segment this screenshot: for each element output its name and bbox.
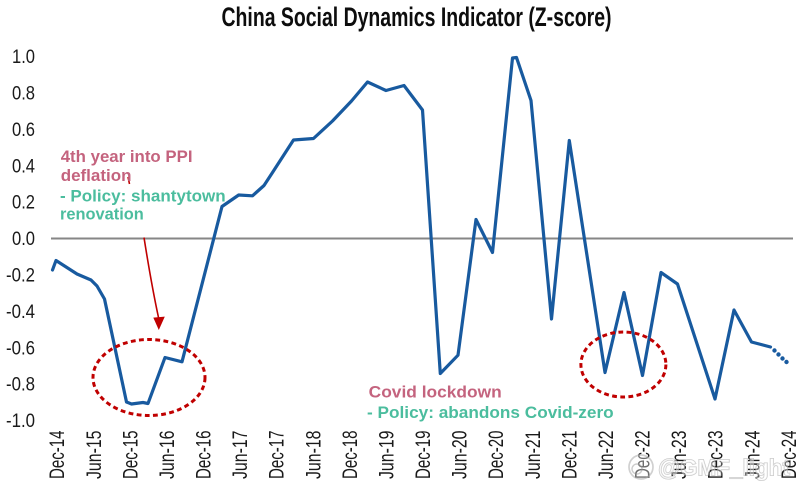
svg-text:0.0: 0.0 <box>12 228 35 250</box>
svg-text:China Social Dynamics Indicato: China Social Dynamics Indicator (Z-score… <box>222 2 612 32</box>
svg-text:Dec-24: Dec-24 <box>777 430 800 479</box>
svg-text:Dec-16: Dec-16 <box>192 431 216 480</box>
svg-text:Dec-14: Dec-14 <box>45 430 69 479</box>
svg-text:1.0: 1.0 <box>12 46 35 68</box>
svg-text:Jun-15: Jun-15 <box>82 431 106 480</box>
svg-text:0.2: 0.2 <box>12 192 35 214</box>
svg-text:Dec-21: Dec-21 <box>557 431 581 480</box>
svg-text:Dec-23: Dec-23 <box>704 431 728 480</box>
svg-text:Jun-17: Jun-17 <box>228 431 252 480</box>
svg-text:-1.0: -1.0 <box>6 410 35 432</box>
svg-text:- Policy: shantytown: - Policy: shantytown <box>60 186 226 205</box>
svg-text:Dec-18: Dec-18 <box>338 431 362 480</box>
svg-text:Jun-23: Jun-23 <box>667 431 691 480</box>
svg-text:deflation: deflation <box>61 166 132 185</box>
svg-text:-0.2: -0.2 <box>6 265 35 287</box>
svg-text:Dec-20: Dec-20 <box>484 430 508 479</box>
svg-text:-0.4: -0.4 <box>6 301 35 323</box>
svg-text:Jun-18: Jun-18 <box>301 431 325 480</box>
svg-text:Dec-17: Dec-17 <box>265 431 289 480</box>
svg-text:-0.8: -0.8 <box>6 374 35 396</box>
svg-text:Jun-20: Jun-20 <box>448 430 472 479</box>
svg-text:Jun-16: Jun-16 <box>155 431 179 480</box>
svg-text:0.6: 0.6 <box>12 119 35 141</box>
svg-text:Covid lockdown: Covid lockdown <box>369 383 502 402</box>
svg-text:- Policy: abandons Covid-zero: - Policy: abandons Covid-zero <box>367 403 614 422</box>
svg-text:Dec-19: Dec-19 <box>411 431 435 480</box>
svg-text:@GMF_light: @GMF_light <box>658 455 790 481</box>
svg-text:Jun-24: Jun-24 <box>740 430 764 479</box>
svg-text:-0.6: -0.6 <box>6 337 35 359</box>
svg-text:Jun-21: Jun-21 <box>521 431 545 480</box>
svg-text:0.4: 0.4 <box>12 155 35 177</box>
svg-text:Jun-19: Jun-19 <box>375 431 399 480</box>
svg-text:0.8: 0.8 <box>12 83 35 105</box>
svg-text:Dec-15: Dec-15 <box>118 431 142 480</box>
svg-text:Jun-22: Jun-22 <box>594 431 618 480</box>
svg-text:renovation: renovation <box>60 205 144 224</box>
svg-text:4th year into PPI: 4th year into PPI <box>61 147 193 166</box>
